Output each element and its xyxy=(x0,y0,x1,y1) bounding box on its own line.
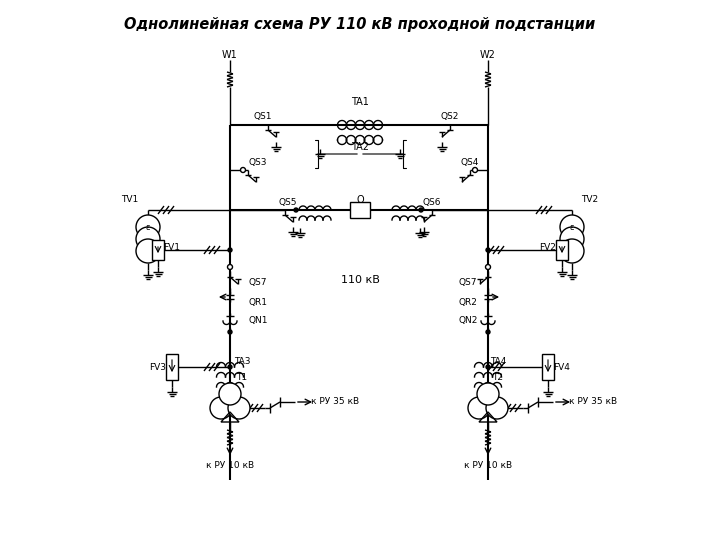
Bar xyxy=(556,240,568,260)
Text: Q: Q xyxy=(356,195,364,205)
Text: QS2: QS2 xyxy=(441,111,459,120)
Circle shape xyxy=(240,167,246,172)
Text: QS4: QS4 xyxy=(461,158,480,166)
Text: 110 кВ: 110 кВ xyxy=(341,275,379,285)
Circle shape xyxy=(210,397,232,419)
Circle shape xyxy=(136,239,160,263)
Text: T2: T2 xyxy=(492,373,503,381)
Text: QN2: QN2 xyxy=(459,315,477,325)
Circle shape xyxy=(472,167,477,172)
Text: ε: ε xyxy=(145,222,150,232)
Circle shape xyxy=(294,208,298,212)
Text: TA1: TA1 xyxy=(351,97,369,107)
Text: ε: ε xyxy=(570,222,575,232)
Circle shape xyxy=(560,227,584,251)
Bar xyxy=(166,354,178,380)
Text: Однолинейная схема РУ 110 кВ проходной подстанции: Однолинейная схема РУ 110 кВ проходной п… xyxy=(125,17,595,31)
Text: QS7: QS7 xyxy=(248,278,267,287)
Text: T1: T1 xyxy=(236,373,248,381)
Text: FV2: FV2 xyxy=(539,242,557,252)
Circle shape xyxy=(136,215,160,239)
Text: FV1: FV1 xyxy=(163,242,181,252)
Circle shape xyxy=(228,330,232,334)
Text: W1: W1 xyxy=(222,50,238,60)
Circle shape xyxy=(136,227,160,251)
Text: к РУ 35 кВ: к РУ 35 кВ xyxy=(311,397,359,407)
Text: TV2: TV2 xyxy=(582,195,598,205)
Circle shape xyxy=(486,248,490,252)
Circle shape xyxy=(228,265,233,269)
Text: W2: W2 xyxy=(480,50,496,60)
Text: к РУ 10 кВ: к РУ 10 кВ xyxy=(206,461,254,469)
Circle shape xyxy=(419,208,423,212)
Bar xyxy=(542,354,554,380)
Text: FV3: FV3 xyxy=(150,362,166,372)
Circle shape xyxy=(560,239,584,263)
Circle shape xyxy=(228,248,232,252)
Text: QN1: QN1 xyxy=(248,315,268,325)
Text: QS7: QS7 xyxy=(459,278,477,287)
Circle shape xyxy=(485,265,490,269)
Text: TA2: TA2 xyxy=(351,142,369,152)
Text: QS3: QS3 xyxy=(248,158,267,166)
Text: QS6: QS6 xyxy=(423,198,441,206)
Text: TA3: TA3 xyxy=(234,357,251,367)
Circle shape xyxy=(219,383,241,405)
Text: TV1: TV1 xyxy=(122,195,139,205)
Text: QS5: QS5 xyxy=(279,198,297,206)
Circle shape xyxy=(228,365,232,369)
Text: QR1: QR1 xyxy=(248,298,268,307)
Circle shape xyxy=(486,365,490,369)
Bar xyxy=(152,240,164,260)
Text: QS1: QS1 xyxy=(253,111,272,120)
Text: к РУ 35 кВ: к РУ 35 кВ xyxy=(569,397,617,407)
Circle shape xyxy=(468,397,490,419)
Text: TA4: TA4 xyxy=(490,357,506,367)
Circle shape xyxy=(560,215,584,239)
Circle shape xyxy=(486,397,508,419)
Circle shape xyxy=(228,397,250,419)
Text: к РУ 10 кВ: к РУ 10 кВ xyxy=(464,461,512,469)
Text: QR2: QR2 xyxy=(459,298,477,307)
Circle shape xyxy=(477,383,499,405)
Bar xyxy=(350,202,370,218)
Circle shape xyxy=(486,330,490,334)
Text: FV4: FV4 xyxy=(554,362,570,372)
